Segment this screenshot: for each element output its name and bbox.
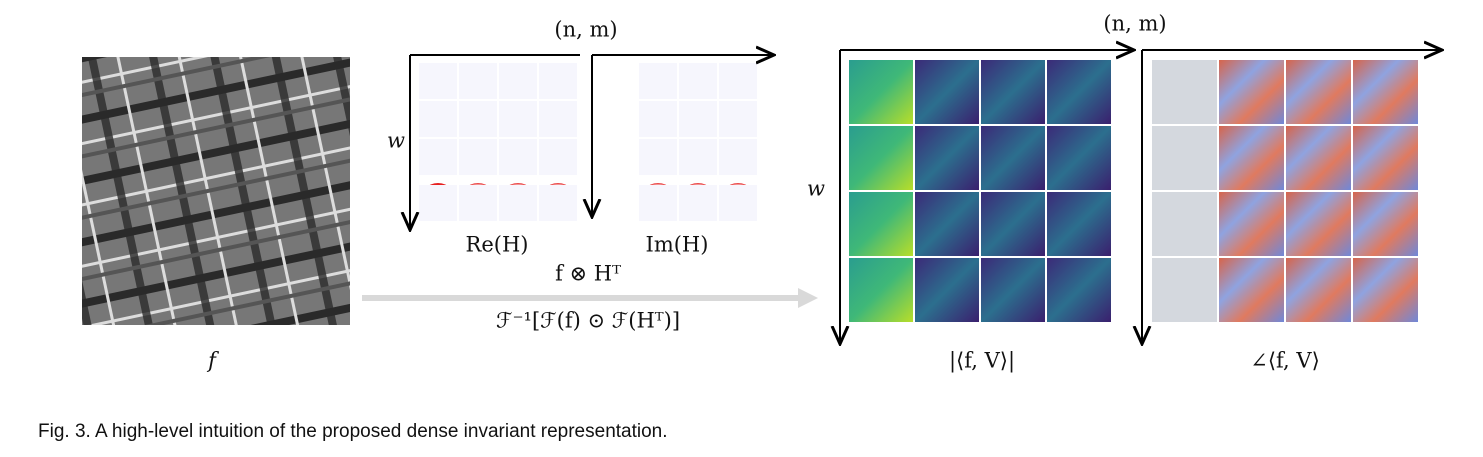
magnitude-map: [981, 126, 1045, 190]
panel-label: |⟨f, V⟩|: [949, 349, 1015, 374]
filter-cell: [419, 185, 457, 221]
filter-cell: [539, 63, 577, 99]
filter-cell: [419, 101, 457, 137]
phase-map: [1286, 258, 1351, 322]
panel-label: Im(H): [646, 233, 709, 257]
magnitude-map: [849, 60, 913, 124]
operation: f ⊗ Hᵀ: [555, 262, 621, 286]
magnitude-map: [915, 258, 979, 322]
magnitude-map: [1047, 192, 1111, 256]
filter-cell: [679, 139, 717, 175]
filter-cell: [639, 63, 677, 99]
filter-cell: [719, 63, 757, 99]
magnitude-map: [915, 192, 979, 256]
filter-cell: [679, 101, 717, 137]
panel-label: Re(H): [466, 233, 529, 257]
filter-cell: [539, 185, 577, 221]
magnitude-map: [849, 126, 913, 190]
magnitude-map: [981, 192, 1045, 256]
magnitude-map: [981, 258, 1045, 322]
magnitude-map: [981, 60, 1045, 124]
filter-cell: [499, 185, 537, 221]
filter-cell: [459, 101, 497, 137]
filter-cell: [639, 139, 677, 175]
axis-label: (n, m): [1103, 12, 1166, 36]
filter-cell: [419, 139, 457, 175]
arrow-head: [798, 288, 818, 308]
phase-map: [1219, 258, 1284, 322]
phase-map: [1353, 258, 1418, 322]
magnitude-map: [915, 60, 979, 124]
phase-map: [1286, 126, 1351, 190]
phase-map: [1152, 258, 1217, 322]
filter-cell: [499, 101, 537, 137]
input-image: [82, 57, 350, 325]
axis-label: w: [387, 129, 405, 153]
filter-cell: [639, 185, 677, 221]
phase-map: [1152, 60, 1217, 124]
axis-label: (n, m): [554, 18, 617, 42]
magnitude-map: [1047, 60, 1111, 124]
filter-cell: [679, 185, 717, 221]
magnitude-map: [849, 258, 913, 322]
phase-map: [1353, 192, 1418, 256]
filter-cell: [639, 101, 677, 137]
phase-map: [1219, 126, 1284, 190]
phase-map: [1353, 126, 1418, 190]
phase-map: [1152, 126, 1217, 190]
filter-cell: [679, 63, 717, 99]
phase-map: [1152, 192, 1217, 256]
magnitude-map: [1047, 258, 1111, 322]
filter-cell: [539, 139, 577, 175]
filter-cell: [719, 101, 757, 137]
filter-cell: [499, 63, 537, 99]
panel-label: ∠⟨f, V⟩: [1250, 349, 1320, 373]
phase-map: [1286, 60, 1351, 124]
input-label: f: [206, 349, 219, 373]
phase-map: [1353, 60, 1418, 124]
magnitude-map: [849, 192, 913, 256]
operation: ℱ⁻¹[ℱ(f) ⊙ ℱ(Hᵀ)]: [496, 309, 680, 333]
filter-cell: [719, 185, 757, 221]
filter-cell: [459, 185, 497, 221]
filter-cell: [459, 139, 497, 175]
phase-map: [1286, 192, 1351, 256]
filter-cell: [459, 63, 497, 99]
filter-cell: [499, 139, 537, 175]
phase-map: [1219, 60, 1284, 124]
caption: Fig. 3. A high-level intuition of the pr…: [38, 421, 668, 442]
filter-cell: [539, 101, 577, 137]
phase-map: [1219, 192, 1284, 256]
filter-cell: [719, 139, 757, 175]
magnitude-map: [915, 126, 979, 190]
filter-cell: [419, 63, 457, 99]
axis-label: w: [807, 177, 825, 201]
magnitude-map: [1047, 126, 1111, 190]
